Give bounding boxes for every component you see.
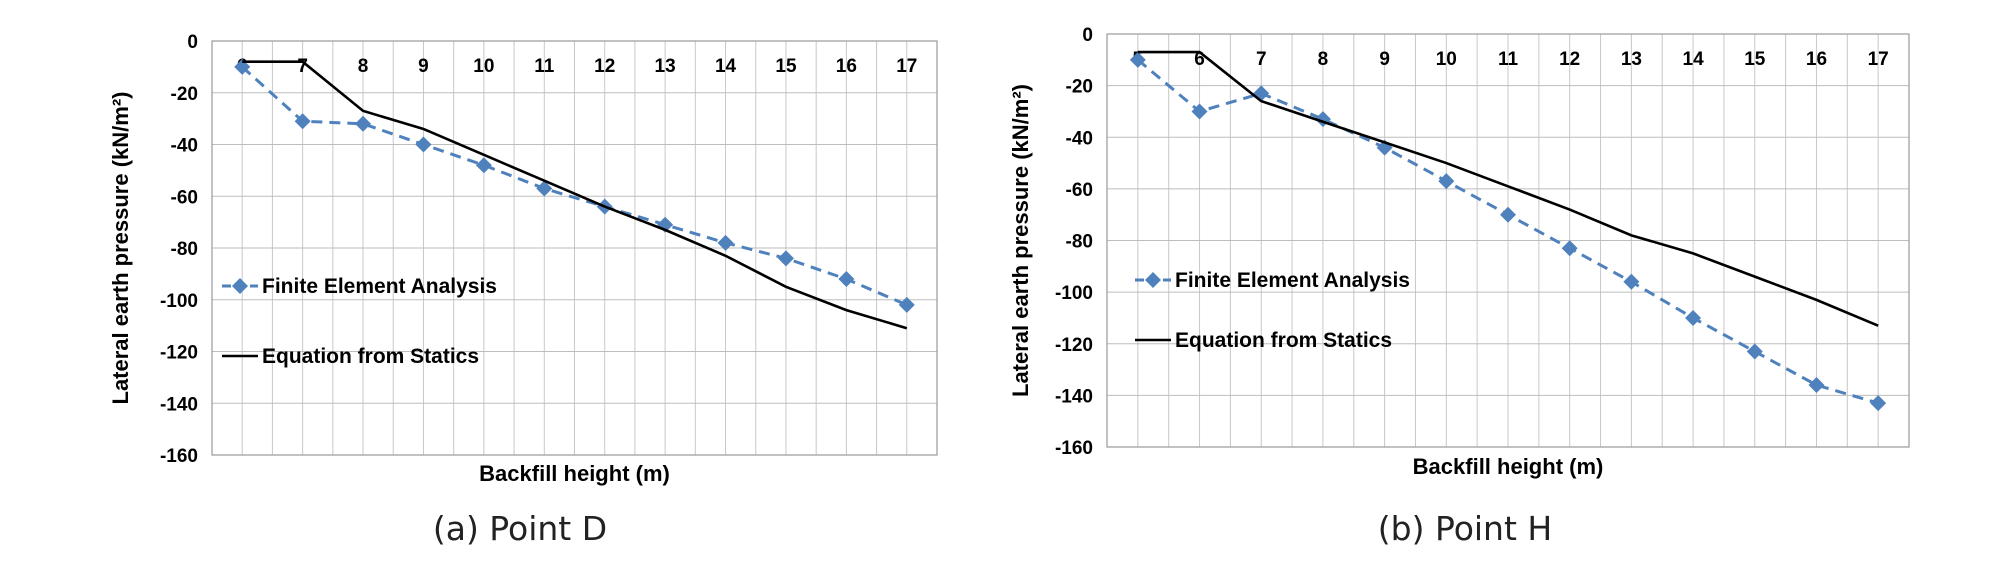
- x-tick-label: 7: [297, 56, 308, 77]
- data-point-finite-element: [1561, 240, 1578, 257]
- data-point-finite-element: [1438, 173, 1455, 190]
- data-point-finite-element: [475, 157, 492, 174]
- data-point-finite-element: [536, 180, 553, 197]
- x-tick-label: 6: [1194, 49, 1205, 70]
- x-tick-label: 16: [836, 56, 857, 77]
- legend-label-finite-element: Finite Element Analysis: [1175, 269, 1410, 292]
- legend: Finite Element Analysis Equation from Sta…: [222, 275, 497, 368]
- series-line-equation-statics: [1137, 50, 1879, 327]
- x-tick-label: 9: [418, 56, 429, 77]
- legend-label-finite-element: Finite Element Analysis: [262, 275, 497, 298]
- chart-panel-point-d: 0-20-40-60-80-100-120-140-16067891011121…: [108, 32, 938, 548]
- legend-marker-finite-element: [232, 278, 248, 294]
- plot-area-border: [1106, 33, 1910, 448]
- data-point-finite-element: [1129, 51, 1146, 68]
- y-tick-label: -80: [171, 239, 198, 260]
- y-tick-label: -60: [171, 187, 198, 208]
- plot-area-border: [211, 40, 938, 456]
- x-tick-label: 12: [1559, 49, 1580, 70]
- data-point-finite-element: [717, 234, 734, 251]
- data-point-finite-element: [1746, 343, 1763, 360]
- data-point-finite-element: [777, 250, 794, 267]
- data-point-finite-element: [1623, 273, 1640, 290]
- y-tick-label: -160: [1055, 438, 1093, 459]
- data-point-finite-element: [294, 113, 311, 130]
- x-axis-title: Backfill height (m): [479, 461, 670, 486]
- x-tick-label: 13: [1621, 49, 1642, 70]
- legend-label-equation-statics: Equation from Statics: [262, 345, 479, 368]
- y-tick-label: -120: [1055, 335, 1093, 356]
- data-point-finite-element: [1808, 377, 1825, 394]
- y-tick-label: -60: [1066, 180, 1093, 201]
- data-point-finite-element: [1685, 309, 1702, 326]
- x-tick-label: 13: [655, 56, 676, 77]
- y-tick-label: -20: [1066, 77, 1093, 98]
- x-tick-label: 12: [594, 56, 615, 77]
- y-tick-label: -140: [160, 394, 198, 415]
- y-axis-title: Lateral earth pressure (kN/m²): [108, 92, 133, 405]
- y-tick-label: -100: [160, 291, 198, 312]
- y-tick-label: -160: [160, 446, 198, 467]
- y-tick-label: -120: [160, 343, 198, 364]
- figure-caption: (b) Point H: [1378, 509, 1552, 548]
- data-point-finite-element: [355, 115, 372, 132]
- y-tick-label: -40: [1066, 128, 1093, 149]
- series-line-finite-element: [241, 65, 908, 307]
- x-axis-title: Backfill height (m): [1413, 454, 1604, 479]
- x-tick-label: 15: [775, 56, 797, 77]
- legend: Finite Element Analysis Equation from Sta…: [1135, 269, 1410, 352]
- data-point-finite-element: [838, 271, 855, 288]
- x-tick-label: 11: [534, 56, 555, 77]
- x-tick-label: 8: [1318, 49, 1329, 70]
- x-tick-label: 16: [1806, 49, 1827, 70]
- x-tick-label: 14: [1683, 49, 1705, 70]
- legend-label-equation-statics: Equation from Statics: [1175, 329, 1392, 352]
- x-tick-label: 17: [1868, 49, 1889, 70]
- data-point-finite-element: [415, 136, 432, 153]
- y-tick-label: 0: [187, 32, 198, 53]
- data-point-finite-element: [1253, 85, 1270, 102]
- y-axis-title: Lateral earth pressure (kN/m²): [1008, 84, 1033, 397]
- x-tick-label: 8: [358, 56, 369, 77]
- x-tick-label: 17: [896, 56, 917, 77]
- y-tick-label: -140: [1055, 386, 1093, 407]
- y-tick-label: 0: [1082, 25, 1093, 46]
- series-line-equation-statics: [242, 60, 908, 330]
- x-tick-label: 11: [1498, 49, 1519, 70]
- x-tick-label: 9: [1379, 49, 1390, 70]
- data-point-finite-element: [898, 296, 915, 313]
- data-point-finite-element: [1191, 103, 1208, 120]
- x-tick-label: 15: [1744, 49, 1766, 70]
- x-tick-label: 14: [715, 56, 737, 77]
- y-tick-label: -20: [171, 84, 198, 105]
- y-tick-label: -80: [1066, 232, 1093, 253]
- data-point-finite-element: [1500, 206, 1516, 223]
- figure-caption: (a) Point D: [433, 509, 607, 548]
- chart-panel-point-h: 0-20-40-60-80-100-120-140-16056789101112…: [1008, 25, 1910, 548]
- y-tick-label: -40: [171, 136, 198, 157]
- y-tick-label: -100: [1055, 283, 1093, 304]
- x-tick-label: 10: [1436, 49, 1457, 70]
- x-tick-label: 10: [473, 56, 494, 77]
- legend-marker-finite-element: [1145, 272, 1161, 288]
- data-point-finite-element: [1870, 395, 1887, 412]
- x-tick-label: 7: [1256, 49, 1267, 70]
